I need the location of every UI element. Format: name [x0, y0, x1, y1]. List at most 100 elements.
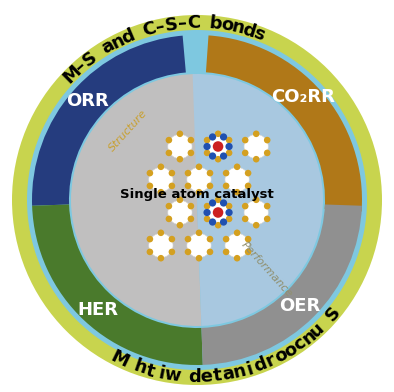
Text: i: i [157, 364, 166, 383]
Circle shape [209, 133, 216, 141]
Circle shape [245, 236, 251, 242]
Circle shape [207, 183, 213, 189]
Circle shape [264, 150, 271, 156]
Text: Performance: Performance [239, 240, 294, 299]
Text: w: w [163, 365, 182, 385]
Circle shape [223, 249, 229, 255]
Circle shape [253, 131, 260, 137]
Circle shape [215, 222, 221, 229]
Circle shape [204, 203, 210, 209]
Circle shape [209, 218, 216, 226]
Circle shape [177, 196, 183, 203]
Circle shape [220, 152, 227, 160]
Circle shape [169, 236, 175, 242]
Circle shape [242, 203, 249, 209]
Circle shape [244, 134, 268, 159]
Circle shape [196, 229, 202, 236]
Circle shape [225, 233, 249, 258]
Circle shape [213, 141, 223, 152]
Circle shape [158, 163, 164, 170]
Text: S: S [164, 15, 179, 35]
Circle shape [226, 203, 232, 209]
Text: r: r [263, 351, 279, 371]
Circle shape [207, 170, 213, 176]
Circle shape [149, 233, 173, 258]
Wedge shape [32, 205, 203, 365]
Circle shape [242, 216, 249, 222]
Circle shape [207, 236, 213, 242]
Text: o: o [271, 345, 291, 367]
Circle shape [187, 167, 211, 192]
Wedge shape [201, 205, 362, 365]
Circle shape [158, 229, 164, 236]
Circle shape [185, 170, 191, 176]
Wedge shape [206, 35, 362, 212]
Text: Single atom catalyst: Single atom catalyst [120, 187, 274, 200]
Circle shape [147, 236, 153, 242]
Circle shape [234, 229, 240, 236]
Text: Structure: Structure [106, 108, 149, 153]
Text: S: S [322, 303, 344, 325]
Circle shape [253, 222, 260, 229]
Circle shape [165, 150, 172, 156]
Text: c: c [290, 334, 309, 354]
Circle shape [165, 137, 172, 143]
Circle shape [147, 170, 153, 176]
Text: CO₂RR: CO₂RR [271, 88, 335, 106]
Text: M: M [60, 61, 85, 87]
Circle shape [185, 236, 191, 242]
Circle shape [207, 249, 213, 255]
Circle shape [215, 196, 221, 203]
Text: o: o [281, 339, 301, 361]
Text: –: – [177, 14, 188, 33]
Circle shape [225, 209, 233, 216]
Circle shape [253, 156, 260, 163]
Text: d: d [240, 20, 257, 41]
Text: o: o [219, 16, 234, 35]
Circle shape [158, 189, 164, 196]
Circle shape [203, 209, 211, 216]
Circle shape [234, 163, 240, 170]
Circle shape [204, 150, 210, 156]
Text: –: – [154, 17, 167, 36]
Circle shape [226, 216, 232, 222]
Circle shape [177, 131, 183, 137]
Circle shape [169, 183, 175, 189]
Circle shape [147, 249, 153, 255]
Circle shape [223, 170, 229, 176]
Circle shape [165, 203, 172, 209]
Circle shape [223, 236, 229, 242]
Circle shape [209, 152, 216, 160]
Circle shape [245, 249, 251, 255]
Text: C: C [141, 19, 158, 40]
Circle shape [264, 203, 271, 209]
Circle shape [242, 137, 249, 143]
Wedge shape [71, 74, 201, 326]
Text: S: S [79, 48, 100, 71]
Text: h: h [131, 357, 149, 378]
Circle shape [149, 167, 173, 192]
Circle shape [168, 134, 192, 159]
Circle shape [169, 249, 175, 255]
Circle shape [185, 249, 191, 255]
Circle shape [27, 30, 367, 370]
Circle shape [206, 200, 230, 225]
Text: n: n [298, 326, 320, 348]
Circle shape [168, 200, 192, 225]
Circle shape [177, 222, 183, 229]
Text: b: b [208, 15, 223, 34]
Text: HER: HER [78, 301, 119, 319]
Circle shape [158, 255, 164, 261]
Text: n: n [231, 362, 247, 382]
Circle shape [264, 137, 271, 143]
Circle shape [188, 137, 194, 143]
Wedge shape [32, 36, 186, 206]
Circle shape [234, 189, 240, 196]
Text: d: d [188, 368, 201, 386]
Circle shape [196, 163, 202, 170]
Circle shape [196, 255, 202, 261]
Text: –: – [72, 56, 90, 76]
Circle shape [204, 137, 210, 143]
Text: ORR: ORR [66, 92, 108, 110]
Circle shape [234, 255, 240, 261]
